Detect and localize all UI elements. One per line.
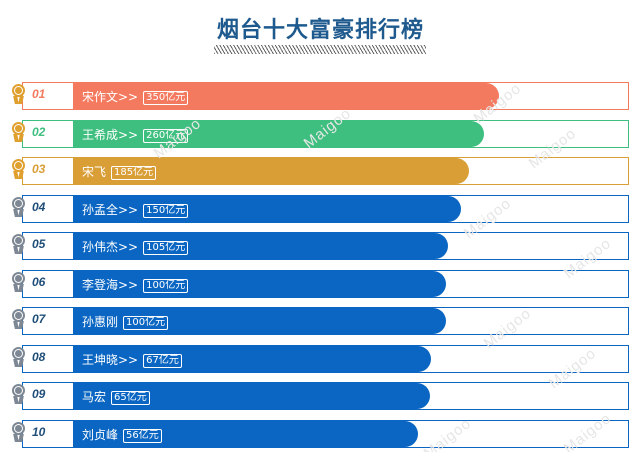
rank-number: 04 <box>32 199 46 214</box>
value-bar <box>73 120 485 147</box>
bar-label: 孙惠刚 100亿元 <box>82 313 169 330</box>
ranking-row[interactable]: 07 孙惠刚 100亿元 <box>10 305 630 335</box>
wealth-badge: 56亿元 <box>123 428 162 443</box>
medal-icon <box>10 234 27 254</box>
person-name[interactable]: 王坤晓>> <box>82 352 139 367</box>
person-name[interactable]: 孙孟全>> <box>82 202 139 217</box>
ranking-row[interactable]: 02 王希成>> 260亿元 <box>10 118 630 148</box>
rank-number: 08 <box>32 349 46 364</box>
rank-number: 03 <box>32 162 46 176</box>
ranking-row[interactable]: 03 宋飞 185亿元 <box>10 155 630 185</box>
bar-label: 李登海>> 100亿元 <box>82 276 189 293</box>
person-name[interactable]: 王希成>> <box>82 127 139 142</box>
value-bar <box>73 233 449 259</box>
person-name[interactable]: 马宏 <box>82 390 107 404</box>
value-bar <box>73 270 447 297</box>
medal-icon <box>10 159 27 179</box>
person-name[interactable]: 刘贞峰 <box>82 427 119 442</box>
wealth-badge: 65亿元 <box>111 391 150 405</box>
wealth-badge: 100亿元 <box>143 278 189 293</box>
rank-number: 01 <box>32 87 46 101</box>
wealth-badge: 150亿元 <box>143 203 189 218</box>
bar-label: 王坤晓>> 67亿元 <box>82 351 182 368</box>
bar-label: 刘贞峰 56亿元 <box>82 426 162 443</box>
wealth-badge: 260亿元 <box>143 128 189 143</box>
rank-number: 05 <box>32 237 46 251</box>
wealth-badge: 100亿元 <box>123 316 169 330</box>
title-underline-decoration <box>214 45 426 54</box>
ranking-row[interactable]: 10 刘贞峰 56亿元 <box>10 418 630 448</box>
ranking-row[interactable]: 01 宋作文>> 350亿元 <box>10 80 630 110</box>
medal-icon <box>10 421 27 442</box>
person-name[interactable]: 孙伟杰>> <box>82 240 139 254</box>
bar-label: 王希成>> 260亿元 <box>82 126 189 143</box>
rank-number: 07 <box>32 312 46 326</box>
medal-icon <box>10 271 27 292</box>
bar-label: 宋作文>> 350亿元 <box>82 88 189 105</box>
ranking-row[interactable]: 05 孙伟杰>> 105亿元 <box>10 230 630 260</box>
bar-label: 马宏 65亿元 <box>82 388 150 405</box>
ranking-row[interactable]: 04 孙孟全>> 150亿元 <box>10 193 630 223</box>
medal-icon <box>10 346 27 367</box>
bar-label: 孙孟全>> 150亿元 <box>82 201 189 218</box>
medal-icon <box>10 309 27 329</box>
ranking-row[interactable]: 08 王坤晓>> 67亿元 <box>10 343 630 373</box>
wealth-badge: 350亿元 <box>143 91 189 105</box>
page-title: 烟台十大富豪排行榜 <box>216 18 424 43</box>
wealth-badge: 105亿元 <box>143 241 189 255</box>
rank-number: 09 <box>32 387 46 401</box>
rank-number: 02 <box>32 124 46 139</box>
person-name[interactable]: 李登海>> <box>82 277 139 292</box>
medal-icon <box>10 121 27 142</box>
rank-number: 06 <box>32 274 46 289</box>
bar-label: 宋飞 185亿元 <box>82 163 157 180</box>
ranking-row[interactable]: 09 马宏 65亿元 <box>10 380 630 410</box>
value-bar <box>73 195 462 222</box>
value-bar <box>73 345 432 372</box>
rank-number: 10 <box>32 424 46 439</box>
medal-icon <box>10 84 27 104</box>
bar-label: 孙伟杰>> 105亿元 <box>82 238 189 255</box>
ranking-row[interactable]: 06 李登海>> 100亿元 <box>10 268 630 298</box>
medal-icon <box>10 196 27 217</box>
wealth-badge: 185亿元 <box>111 166 157 180</box>
medal-icon <box>10 384 27 404</box>
person-name[interactable]: 宋飞 <box>82 165 107 179</box>
person-name[interactable]: 宋作文>> <box>82 90 139 104</box>
wealth-badge: 67亿元 <box>143 353 182 368</box>
person-name[interactable]: 孙惠刚 <box>82 315 119 329</box>
